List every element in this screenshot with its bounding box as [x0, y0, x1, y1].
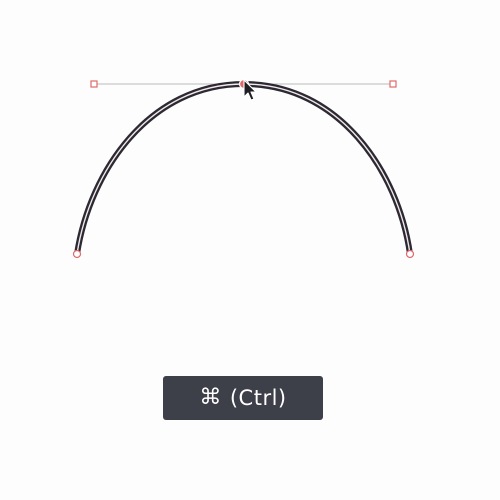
left-handle-point[interactable] — [90, 80, 98, 88]
left-anchor-point[interactable] — [72, 249, 82, 259]
right-anchor-point[interactable] — [405, 249, 415, 259]
right-handle-point[interactable] — [389, 80, 397, 88]
arrow-cursor-icon — [243, 79, 257, 101]
bezier-curve-path[interactable] — [74, 80, 413, 257]
command-key-icon: ⌘ — [199, 385, 222, 410]
bezier-curve-highlight — [76, 83, 411, 255]
keyboard-shortcut-badge: ⌘ (Ctrl) — [163, 376, 323, 420]
shortcut-label: (Ctrl) — [229, 386, 287, 410]
